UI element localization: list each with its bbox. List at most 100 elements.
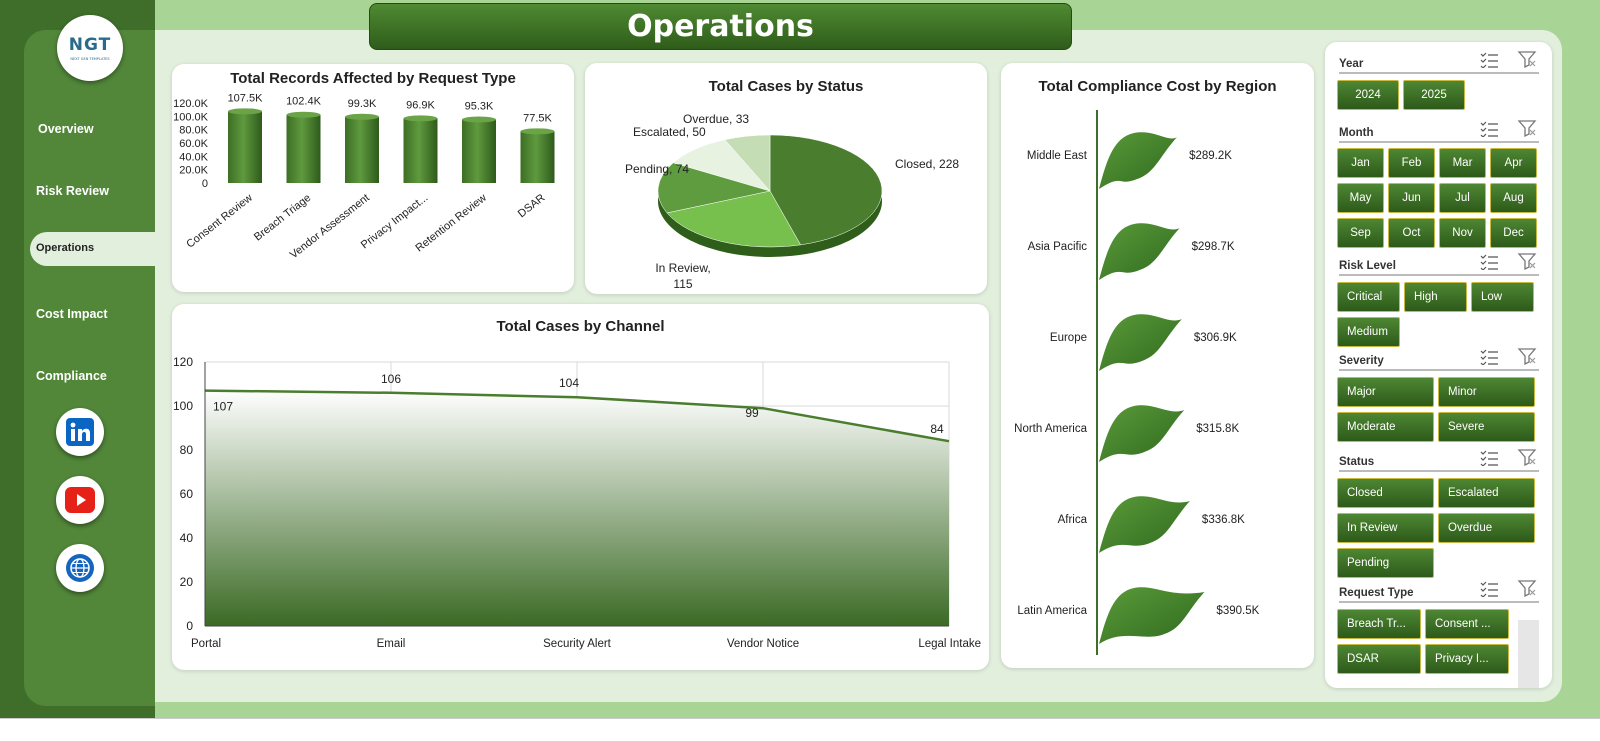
slicer-option-risk-level[interactable]: Low	[1471, 282, 1534, 312]
slicer-option-request-type[interactable]: Breach Tr...	[1337, 609, 1421, 639]
x-tick-label: DSAR	[516, 192, 548, 220]
slicer-header-year: Year	[1339, 50, 1539, 74]
region-label: North America	[1014, 423, 1087, 435]
nav-operations-label: Operations	[36, 242, 95, 254]
region-chart-title: Total Compliance Cost by Region	[1038, 78, 1277, 95]
nav-operations[interactable]: Operations	[30, 232, 155, 266]
slicer-title: Month	[1339, 127, 1374, 139]
multi-select-icon[interactable]	[1479, 347, 1499, 366]
bar-top	[345, 113, 379, 120]
youtube-icon[interactable]	[56, 476, 104, 524]
nav-cost-impact[interactable]: Cost Impact	[36, 307, 108, 321]
slicer-option-month[interactable]: Jan	[1337, 148, 1384, 178]
slicer-option-month[interactable]: Sep	[1337, 218, 1384, 248]
globe-icon[interactable]	[56, 544, 104, 592]
slicer-header-month: Month	[1339, 119, 1539, 143]
region-value-label: $298.7K	[1192, 241, 1235, 253]
nav-compliance[interactable]: Compliance	[36, 369, 107, 383]
clear-filter-icon[interactable]	[1517, 448, 1537, 467]
bar-value-label: 96.9K	[406, 99, 435, 111]
slicer-option-month[interactable]: Dec	[1490, 218, 1537, 248]
region-value-label: $306.9K	[1194, 332, 1237, 344]
point-value-label: 104	[559, 376, 579, 390]
slicer-scrollbar[interactable]	[1518, 620, 1539, 688]
slicer-option-month[interactable]: Aug	[1490, 183, 1537, 213]
region-flag-bar	[1099, 314, 1182, 371]
slicer-option-severity[interactable]: Severe	[1438, 412, 1535, 442]
multi-select-icon[interactable]	[1479, 579, 1499, 598]
y-tick-label: 120.0K	[173, 98, 209, 110]
slicer-option-request-type[interactable]: DSAR	[1337, 644, 1421, 674]
slicer-option-month[interactable]: Mar	[1439, 148, 1486, 178]
bar-value-label: 99.3K	[348, 98, 377, 110]
point-value-label: 106	[381, 372, 401, 386]
multi-select-icon[interactable]	[1479, 50, 1499, 69]
slicer-option-status[interactable]: Overdue	[1438, 513, 1535, 543]
slicer-option-request-type[interactable]: Privacy I...	[1425, 644, 1509, 674]
sidebar	[24, 30, 155, 706]
pie-slice	[657, 162, 771, 214]
slicer-panel: Year 2024 2025 Month Jan Feb Mar Apr May Jun Jul Au…	[1325, 42, 1552, 688]
bar	[228, 111, 262, 183]
slicer-option-month[interactable]: May	[1337, 183, 1384, 213]
slicer-option-risk-level[interactable]: Medium	[1337, 317, 1400, 347]
x-tick-label: Breach Triage	[252, 192, 313, 244]
y-tick-label: 80	[180, 443, 194, 457]
bar-value-label: 95.3K	[465, 100, 494, 112]
slicer-option-risk-level[interactable]: Critical	[1337, 282, 1400, 312]
clear-filter-icon[interactable]	[1517, 50, 1537, 69]
region-label: Africa	[1058, 514, 1088, 526]
records-chart-title: Total Records Affected by Request Type	[230, 70, 516, 87]
point-value-label: 99	[745, 406, 759, 420]
clear-filter-icon[interactable]	[1517, 579, 1537, 598]
status-chart-card: Total Cases by Status Closed, 228 In Revi…	[585, 63, 987, 294]
slicer-option-severity[interactable]: Moderate	[1337, 412, 1434, 442]
area-fill	[205, 390, 949, 626]
page-title: Operations	[369, 3, 1072, 50]
slicer-option-request-type[interactable]: Consent ...	[1425, 609, 1509, 639]
slicer-option-severity[interactable]: Major	[1337, 377, 1434, 407]
bar	[286, 114, 321, 183]
multi-select-icon[interactable]	[1479, 252, 1499, 271]
linkedin-icon[interactable]	[56, 408, 104, 456]
region-label: Middle East	[1027, 150, 1088, 162]
nav-risk-review[interactable]: Risk Review	[36, 184, 109, 198]
pie-label: Pending, 74	[625, 162, 689, 176]
slicer-option-status[interactable]: Pending	[1337, 548, 1434, 578]
y-tick-label: 0	[202, 178, 208, 190]
x-tick-label: Vendor Notice	[727, 638, 799, 650]
nav-overview[interactable]: Overview	[38, 122, 94, 136]
slicer-option-status[interactable]: In Review	[1337, 513, 1434, 543]
slicer-option-month[interactable]: Apr	[1490, 148, 1537, 178]
region-flag-bar	[1099, 223, 1180, 280]
slicer-header-request-type: Request Type	[1339, 579, 1539, 603]
slicer-option-month[interactable]: Oct	[1388, 218, 1435, 248]
region-flag-bar	[1099, 405, 1185, 462]
slicer-option-month[interactable]: Jun	[1388, 183, 1435, 213]
logo-subtext: NEXT GEN TEMPLATES	[70, 57, 110, 61]
region-value-label: $289.2K	[1189, 150, 1232, 162]
x-tick-label: Security Alert	[543, 638, 612, 650]
pie-slice	[666, 190, 801, 248]
area-line	[204, 389, 950, 443]
slicer-option-severity[interactable]: Minor	[1438, 377, 1535, 407]
y-tick-label: 40.0K	[179, 151, 208, 163]
clear-filter-icon[interactable]	[1517, 347, 1537, 366]
clear-filter-icon[interactable]	[1517, 119, 1537, 138]
multi-select-icon[interactable]	[1479, 119, 1499, 138]
slicer-option-month[interactable]: Feb	[1388, 148, 1435, 178]
bar	[462, 119, 496, 183]
bar-value-label: 77.5K	[523, 112, 552, 124]
slicer-title: Status	[1339, 456, 1375, 468]
slicer-option-month[interactable]: Nov	[1439, 218, 1486, 248]
slicer-option-status[interactable]: Closed	[1337, 478, 1434, 508]
slicer-option-status[interactable]: Escalated	[1438, 478, 1535, 508]
slicer-option-month[interactable]: Jul	[1439, 183, 1486, 213]
clear-filter-icon[interactable]	[1517, 252, 1537, 271]
multi-select-icon[interactable]	[1479, 448, 1499, 467]
slicer-option-year[interactable]: 2024	[1337, 80, 1399, 110]
slicer-option-risk-level[interactable]: High	[1404, 282, 1467, 312]
slicer-option-year[interactable]: 2025	[1403, 80, 1465, 110]
region-label: Asia Pacific	[1028, 241, 1088, 253]
x-tick-label: Legal Intake	[918, 638, 981, 650]
